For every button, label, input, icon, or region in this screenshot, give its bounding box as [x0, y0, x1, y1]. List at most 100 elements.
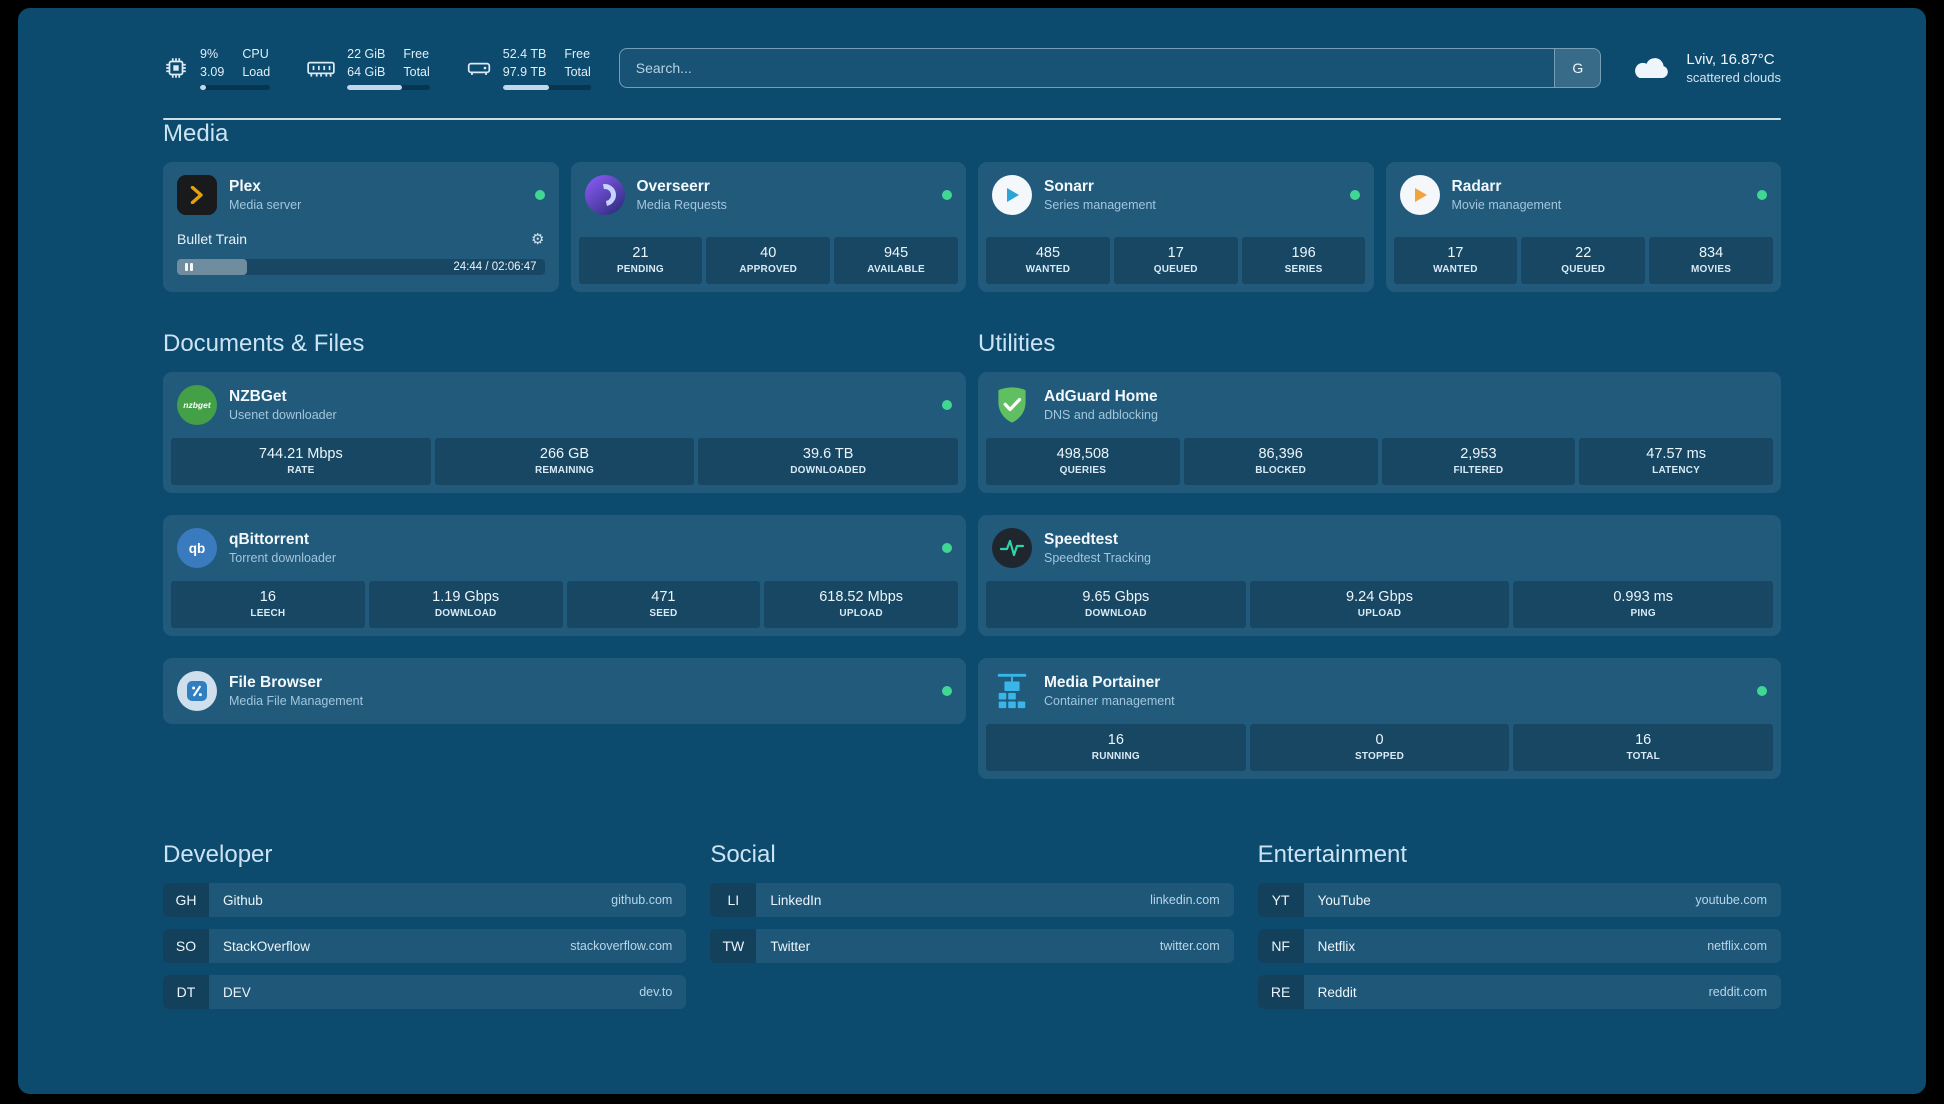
- service-subtitle: Media File Management: [229, 694, 364, 708]
- bookmark-abbr: GH: [163, 883, 209, 917]
- disk-icon: [466, 55, 492, 81]
- stat-filtered: 2,953 FILTERED: [1381, 438, 1576, 485]
- nzbget-icon: nzbget: [177, 385, 217, 425]
- service-name: Plex: [229, 178, 261, 195]
- bookmark-group-entertainment: Entertainment YT YouTube youtube.com NF …: [1257, 841, 1781, 1021]
- cpu-monitor: 9% 3.09 CPU Load: [163, 46, 271, 90]
- memory-icon: [306, 55, 336, 81]
- section-title-entertainment: Entertainment: [1257, 841, 1408, 868]
- bookmarks-section: Developer GH Github github.com SO StackO…: [163, 841, 1781, 1021]
- status-online-dot: [942, 400, 952, 410]
- service-card-portainer[interactable]: Media Portainer Container management 16 …: [978, 658, 1781, 779]
- service-subtitle: Usenet downloader: [229, 408, 337, 422]
- service-name: NZBGet: [229, 388, 287, 405]
- plex-icon: [177, 175, 217, 215]
- stat-queued: 17 QUEUED: [1113, 237, 1238, 284]
- dashboard: 9% 3.09 CPU Load: [18, 8, 1926, 1094]
- weather-condition: scattered clouds: [1686, 70, 1781, 85]
- service-card-adguard[interactable]: AdGuard Home DNS and adblocking 498,508 …: [978, 372, 1781, 493]
- service-card-speedtest[interactable]: Speedtest Speedtest Tracking 9.65 Gbps D…: [978, 515, 1781, 636]
- bookmark-netflix[interactable]: NF Netflix netflix.com: [1257, 929, 1781, 963]
- bookmark-name: Twitter: [770, 938, 811, 954]
- stat-blocked: 86,396 BLOCKED: [1183, 438, 1378, 485]
- service-name: Media Portainer: [1044, 674, 1161, 691]
- radarr-icon: [1399, 175, 1440, 215]
- documents-section: Documents & Files nzbget NZBGet Usenet d…: [163, 330, 966, 779]
- bookmark-name: StackOverflow: [223, 938, 311, 954]
- memory-total-label: Total: [403, 64, 430, 79]
- filebrowser-icon: [177, 671, 217, 711]
- service-card-plex[interactable]: Plex Media server Bullet Train ⚙ 24:44 /…: [163, 162, 559, 292]
- bookmark-domain: dev.to: [639, 985, 673, 999]
- cloud-icon: [1629, 52, 1673, 84]
- service-card-nzbget[interactable]: nzbget NZBGet Usenet downloader 744.21 M…: [163, 372, 966, 493]
- bookmark-stackoverflow[interactable]: SO StackOverflow stackoverflow.com: [163, 929, 687, 963]
- bookmark-linkedin[interactable]: LI LinkedIn linkedin.com: [710, 883, 1234, 917]
- stat-download: 9.65 Gbps DOWNLOAD: [986, 581, 1246, 628]
- service-name: AdGuard Home: [1044, 388, 1158, 405]
- disk-free-label: Free: [564, 47, 591, 61]
- disk-usage-bar: [502, 85, 591, 90]
- service-name: File Browser: [229, 674, 323, 691]
- stat-running: 16 RUNNING: [986, 724, 1246, 771]
- gear-icon[interactable]: ⚙: [531, 231, 545, 248]
- section-title-utilities: Utilities: [978, 330, 1056, 357]
- bookmark-abbr: NF: [1257, 929, 1304, 963]
- service-card-overseerr[interactable]: Overseerr Media Requests 21 PENDING 40 A…: [570, 162, 966, 292]
- memory-usage-bar: [347, 85, 430, 90]
- bookmark-twitter[interactable]: TW Twitter twitter.com: [710, 929, 1234, 963]
- service-subtitle: Torrent downloader: [229, 551, 337, 565]
- service-card-qbittorrent[interactable]: qb qBittorrent Torrent downloader 16 LEE…: [163, 515, 966, 636]
- cpu-usage-bar: [200, 85, 271, 90]
- status-online-dot: [1349, 190, 1360, 200]
- bookmark-name: Github: [223, 892, 263, 908]
- bookmark-domain: stackoverflow.com: [570, 939, 673, 953]
- stat-wanted: 17 WANTED: [1393, 237, 1518, 284]
- section-title-media: Media: [163, 120, 229, 147]
- playback-progress-bar[interactable]: 24:44 / 02:06:47: [177, 259, 545, 275]
- stat-remaining: 266 GB REMAINING: [434, 438, 695, 485]
- stat-queries: 498,508 QUERIES: [986, 438, 1180, 485]
- service-name: Speedtest: [1044, 531, 1119, 548]
- search-provider-button[interactable]: G: [1554, 49, 1601, 87]
- bookmark-domain: twitter.com: [1159, 939, 1220, 953]
- stat-downloaded: 39.6 TB DOWNLOADED: [698, 438, 959, 485]
- bookmark-group-developer: Developer GH Github github.com SO StackO…: [163, 841, 687, 1021]
- bookmark-domain: github.com: [611, 893, 673, 907]
- service-card-filebrowser[interactable]: File Browser Media File Management: [163, 658, 966, 724]
- stat-pending: 21 PENDING: [578, 237, 703, 284]
- service-subtitle: Container management: [1044, 694, 1175, 708]
- service-name: Radarr: [1451, 178, 1502, 195]
- service-card-sonarr[interactable]: Sonarr Series management 485 WANTED 17 Q…: [978, 162, 1374, 292]
- stat-total: 16 TOTAL: [1513, 724, 1774, 771]
- portainer-icon: [992, 671, 1032, 711]
- bookmark-domain: youtube.com: [1695, 893, 1767, 907]
- cpu-usage-percent: 9%: [200, 47, 219, 61]
- bookmark-reddit[interactable]: RE Reddit reddit.com: [1257, 975, 1781, 1009]
- service-subtitle: Movie management: [1451, 198, 1562, 212]
- memory-monitor: 22 GiB 64 GiB Free Total: [306, 46, 430, 90]
- bookmark-github[interactable]: GH Github github.com: [163, 883, 687, 917]
- cpu-load-value: 3.09: [200, 64, 225, 79]
- utilities-section: Utilities AdGuard Home DNS and adblocki: [978, 330, 1781, 779]
- qbittorrent-icon: qb: [177, 528, 217, 568]
- service-name: Overseerr: [636, 178, 710, 195]
- bookmark-domain: reddit.com: [1708, 985, 1767, 999]
- search-input[interactable]: [619, 49, 1555, 87]
- bookmark-name: Netflix: [1317, 938, 1356, 954]
- bookmark-abbr: YT: [1257, 883, 1304, 917]
- disk-total-label: Total: [564, 64, 591, 79]
- pause-icon[interactable]: [185, 263, 193, 271]
- stat-queued: 22 QUEUED: [1521, 237, 1646, 284]
- bookmark-dev[interactable]: DT DEV dev.to: [163, 975, 687, 1009]
- service-card-radarr[interactable]: Radarr Movie management 17 WANTED 22 QUE…: [1385, 162, 1781, 292]
- disk-monitor: 52.4 TB 97.9 TB Free Total: [466, 46, 591, 90]
- stat-series: 196 SERIES: [1241, 237, 1366, 284]
- bookmark-abbr: LI: [710, 883, 757, 917]
- bookmark-domain: linkedin.com: [1150, 893, 1220, 907]
- stat-ping: 0.993 ms PING: [1513, 581, 1774, 628]
- bookmark-name: LinkedIn: [770, 892, 822, 908]
- stat-available: 945 AVAILABLE: [834, 237, 958, 284]
- bookmark-youtube[interactable]: YT YouTube youtube.com: [1257, 883, 1781, 917]
- section-title-documents: Documents & Files: [163, 330, 365, 357]
